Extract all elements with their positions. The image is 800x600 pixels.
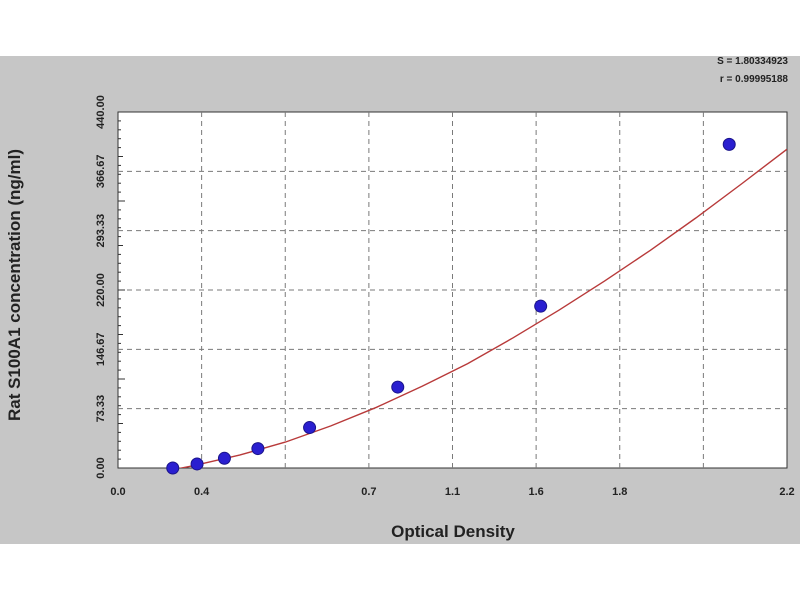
- y-tick-label: 146.67: [95, 333, 107, 367]
- data-point: [534, 299, 548, 313]
- data-points-layer: [166, 137, 736, 475]
- y-tick-label: 440.00: [95, 95, 107, 129]
- grid-lines: [118, 112, 787, 468]
- y-tick-label: 220.00: [95, 273, 107, 307]
- x-tick-label: 2.2: [779, 486, 794, 498]
- y-tick-label: 0.00: [95, 457, 107, 478]
- data-point: [190, 457, 204, 471]
- y-tick-label: 366.67: [95, 155, 107, 189]
- x-tick-label: 0.0: [110, 486, 125, 498]
- x-tick-label: 1.1: [445, 486, 460, 498]
- data-point: [166, 461, 180, 475]
- data-point: [722, 137, 736, 151]
- x-tick-label: 0.4: [194, 486, 210, 498]
- data-point: [217, 451, 231, 465]
- x-tick-label: 0.7: [361, 486, 376, 498]
- stat-r-annotation: r = 0.99995188: [720, 74, 789, 85]
- y-tick-label: 293.33: [95, 214, 107, 248]
- data-point: [391, 380, 405, 394]
- x-axis-title: Optical Density: [391, 522, 515, 541]
- stat-s-annotation: S = 1.80334923: [717, 56, 788, 67]
- tick-labels-layer: 0.0 0.4 0.7 1.1 1.6 1.8 2.2 0.00 73.33 146.67 220.…: [95, 95, 795, 498]
- data-point: [303, 421, 317, 435]
- x-tick-label: 1.6: [528, 486, 543, 498]
- x-tick-label: 1.8: [612, 486, 627, 498]
- y-tick-label: 73.33: [95, 395, 107, 423]
- y-axis-title: Rat S100A1 concentration (ng/ml): [5, 149, 24, 421]
- data-point: [251, 442, 265, 456]
